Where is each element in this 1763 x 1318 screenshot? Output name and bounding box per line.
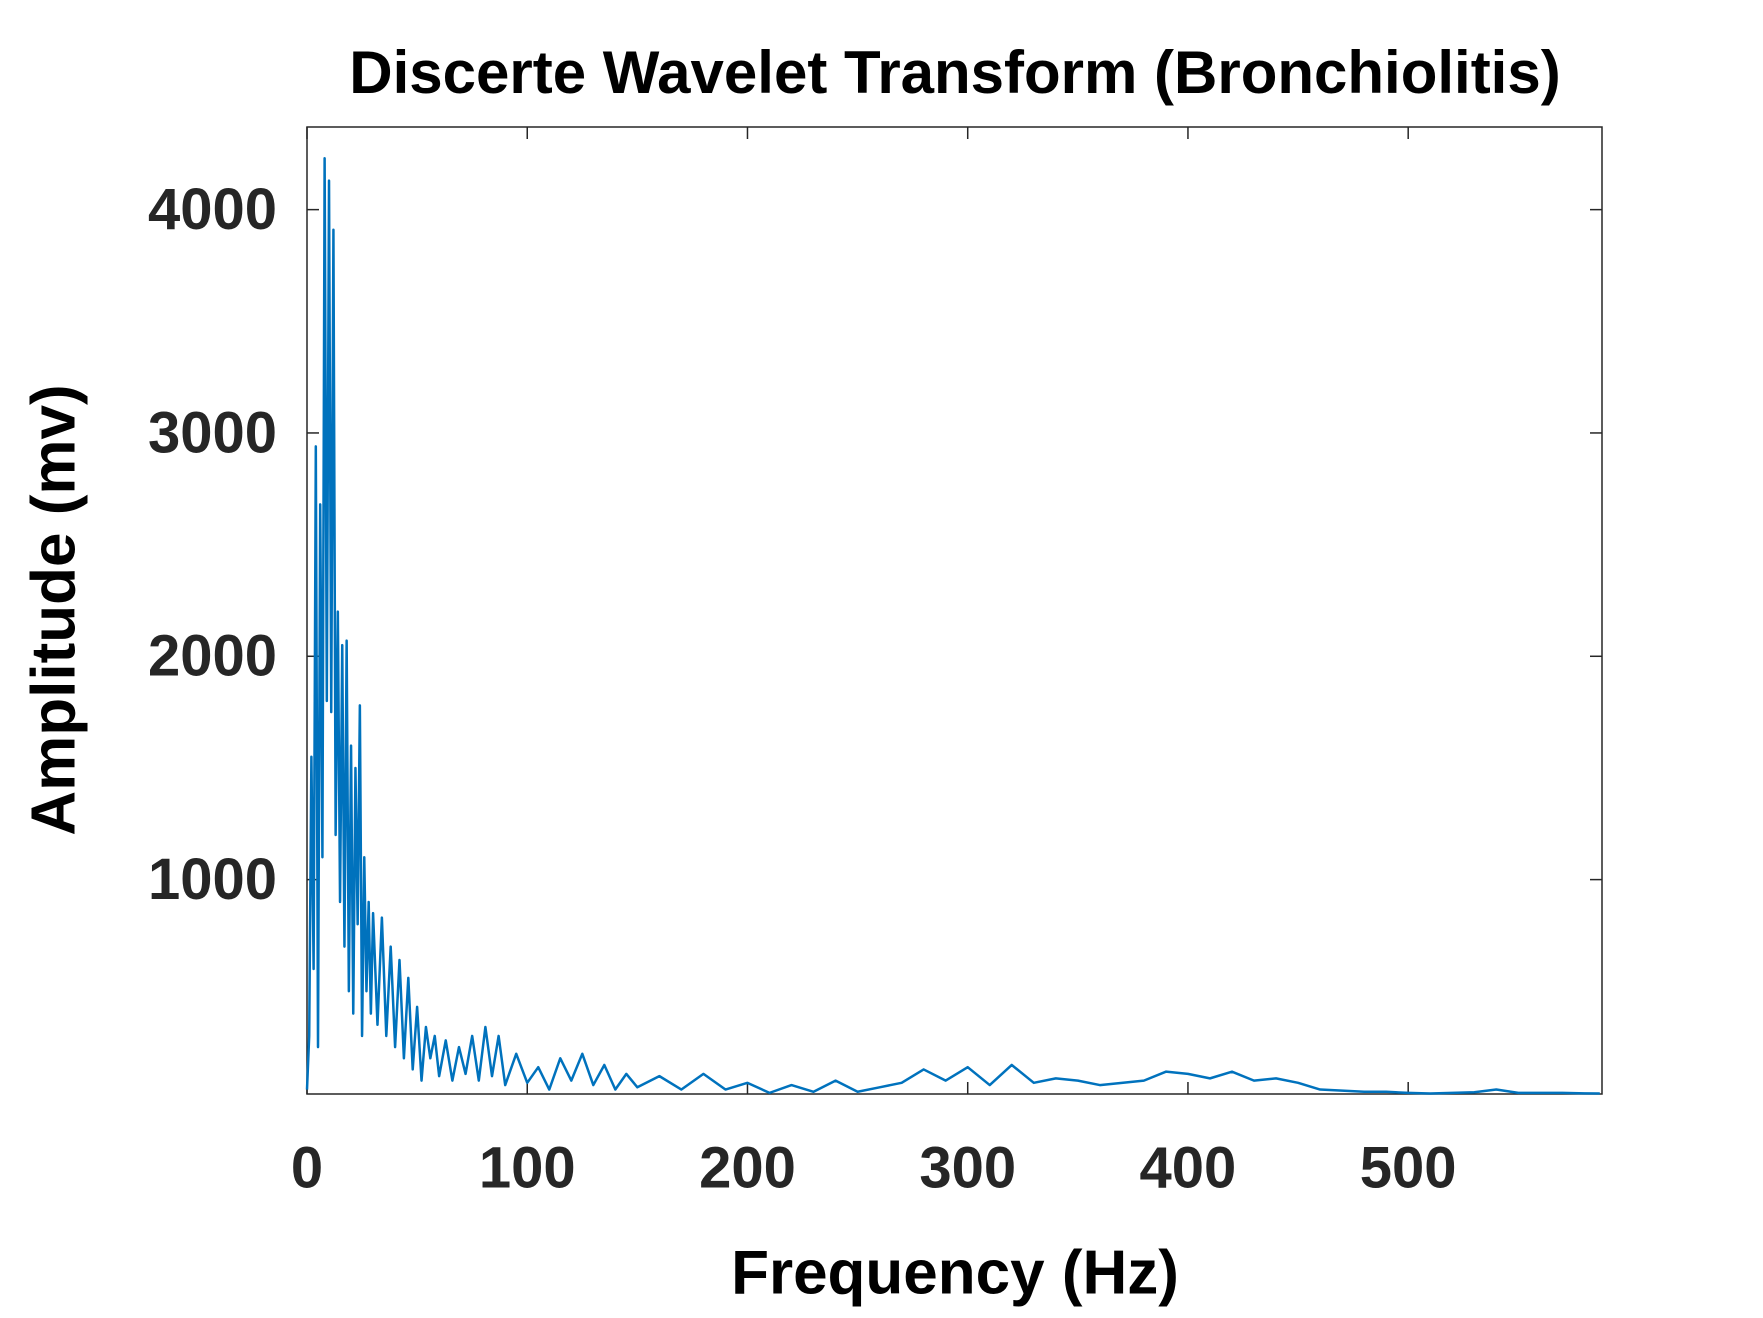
x-tick-label: 0 [291,1135,323,1200]
plot-area [306,126,1603,1095]
x-tick-label: 200 [699,1135,796,1200]
x-tick-label: 300 [919,1135,1016,1200]
y-tick-label: 1000 [148,847,277,912]
x-tick-label: 500 [1360,1135,1457,1200]
y-tick-label: 2000 [148,624,277,689]
x-tick-label: 100 [479,1135,576,1200]
data-line [305,157,1600,1095]
y-tick-label: 4000 [148,177,277,242]
chart-title: Discerte Wavelet Transform (Bronchioliti… [349,39,1560,106]
x-tick-label: 400 [1140,1135,1237,1200]
x-axis-label: Frequency (Hz) [731,1238,1179,1307]
y-tick-label: 3000 [148,400,277,465]
y-axis-label: Amplitude (mv) [19,384,88,835]
